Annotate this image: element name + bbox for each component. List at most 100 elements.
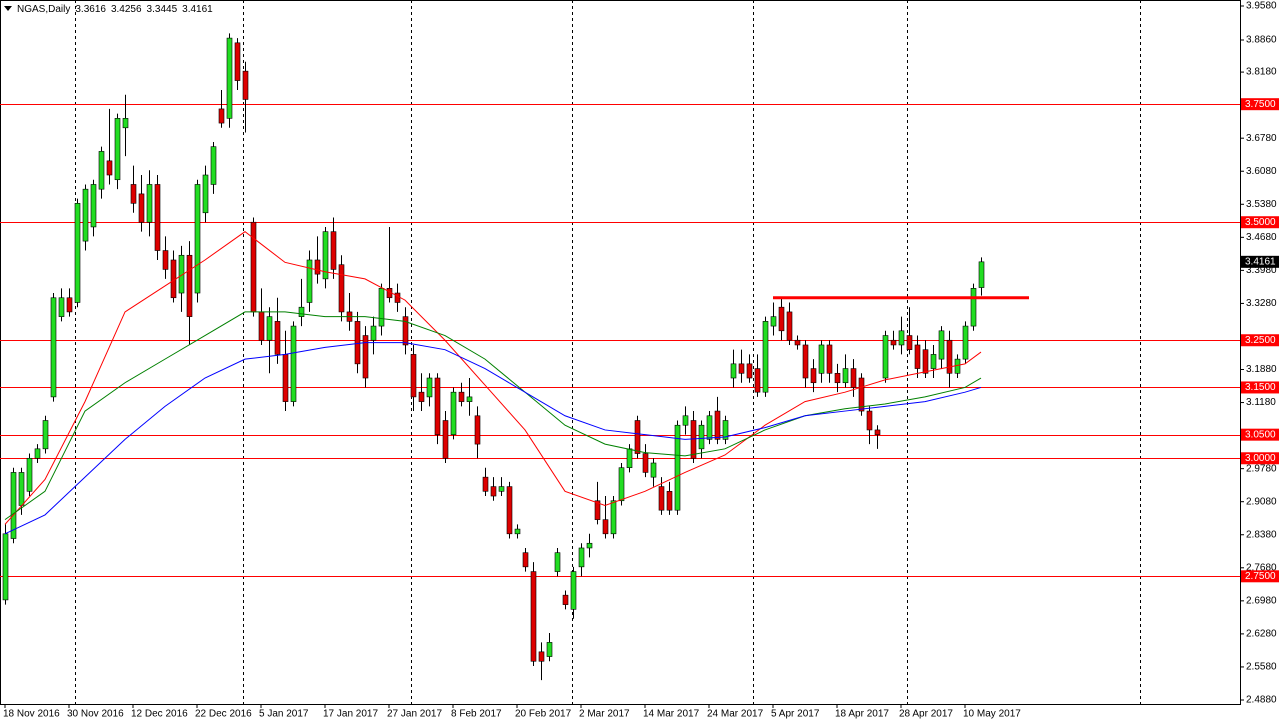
candle-body xyxy=(938,330,945,360)
candle-body xyxy=(106,160,113,176)
candle-body xyxy=(162,250,169,270)
candle-body xyxy=(770,316,777,327)
candle-body xyxy=(834,372,841,384)
candle-body xyxy=(218,108,225,124)
y-tick-label: 3.3280 xyxy=(1246,298,1277,309)
chart-header: NGAS,Daily 3.3616 3.4256 3.3445 3.4161 xyxy=(17,4,213,15)
level-label: 3.7500 xyxy=(1245,99,1276,110)
candle-body xyxy=(234,42,241,81)
x-tick-label: 20 Feb 2017 xyxy=(515,709,572,720)
candle-body xyxy=(90,184,97,228)
candle-body xyxy=(330,231,337,270)
x-tick-label: 18 Apr 2017 xyxy=(835,709,889,720)
level-label-box xyxy=(1241,428,1279,441)
candle-body xyxy=(922,349,929,374)
candle-body xyxy=(642,453,649,473)
candle-body xyxy=(698,424,705,450)
candle-body xyxy=(466,396,473,402)
candle-body xyxy=(306,259,313,303)
y-tick-label: 2.4880 xyxy=(1246,695,1277,706)
level-label-box xyxy=(1241,334,1279,347)
price-label-box xyxy=(1241,255,1279,268)
y-tick-label: 3.8180 xyxy=(1246,67,1277,78)
candle-body xyxy=(202,174,209,214)
y-tick-label: 3.6780 xyxy=(1246,133,1277,144)
x-tick-label: 27 Jan 2017 xyxy=(387,709,442,720)
candle-body xyxy=(354,321,361,365)
candle-body xyxy=(706,415,713,440)
candle-body xyxy=(226,37,233,119)
candle-body xyxy=(370,325,377,341)
candle-body xyxy=(898,330,905,346)
candle-body xyxy=(18,472,25,506)
candle-body xyxy=(26,457,33,492)
y-tick-label: 2.6980 xyxy=(1246,595,1277,606)
candle-body xyxy=(650,462,657,478)
candle-body xyxy=(618,467,625,502)
chart-title: NGAS,Daily xyxy=(17,4,70,15)
y-tick-label: 2.9780 xyxy=(1246,463,1277,474)
candle-body xyxy=(722,420,729,440)
candle-body xyxy=(562,594,569,605)
candle-body xyxy=(682,415,689,426)
candle-body xyxy=(906,335,913,350)
candle-body xyxy=(186,254,193,317)
candle-body xyxy=(538,651,545,662)
level-label: 3.0500 xyxy=(1245,429,1276,440)
candle-body xyxy=(58,297,65,317)
candle-body xyxy=(298,306,305,317)
moving-average xyxy=(4,342,982,535)
candle-body xyxy=(266,316,273,341)
candle-body xyxy=(258,311,265,341)
candle-body xyxy=(98,151,105,190)
candle-body xyxy=(194,184,201,294)
candle-body xyxy=(2,533,9,601)
x-tick-label: 5 Apr 2017 xyxy=(771,709,820,720)
header-close: 3.4161 xyxy=(182,4,213,15)
candle-body xyxy=(378,288,385,327)
candle-body xyxy=(522,552,529,568)
candle-body xyxy=(978,261,985,288)
candle-body xyxy=(730,363,737,379)
candle-body xyxy=(146,184,153,223)
y-tick-label: 3.4680 xyxy=(1246,232,1277,243)
candle-body xyxy=(946,339,953,374)
level-label-box xyxy=(1241,570,1279,583)
candle-body xyxy=(130,184,137,204)
header-high: 3.4256 xyxy=(111,4,142,15)
candle-body xyxy=(818,344,825,374)
candle-body xyxy=(402,316,409,346)
candle-body xyxy=(794,339,801,346)
candle-body xyxy=(634,420,641,454)
level-label: 2.7500 xyxy=(1245,571,1276,582)
candle-body xyxy=(138,193,145,223)
x-tick-label: 18 Nov 2016 xyxy=(3,709,60,720)
y-tick-label: 3.1880 xyxy=(1246,364,1277,375)
candle-body xyxy=(514,528,521,535)
candle-body xyxy=(738,363,745,374)
candle-body xyxy=(850,368,857,388)
candle-body xyxy=(970,288,977,327)
candle-body xyxy=(674,424,681,511)
candle-body xyxy=(410,354,417,398)
candle-body xyxy=(418,391,425,402)
x-tick-label: 10 May 2017 xyxy=(963,709,1021,720)
y-tick-label: 3.8860 xyxy=(1246,35,1277,46)
level-label: 3.5000 xyxy=(1245,217,1276,228)
moving-average xyxy=(4,231,982,525)
candle-body xyxy=(74,203,81,303)
candle-body xyxy=(826,344,833,374)
candle-body xyxy=(658,486,665,511)
candle-body xyxy=(930,354,937,369)
x-tick-label: 5 Jan 2017 xyxy=(259,709,309,720)
candle-body xyxy=(122,118,129,129)
candle-body xyxy=(210,146,217,185)
candle-body xyxy=(362,335,369,379)
y-tick-label: 3.1180 xyxy=(1246,397,1276,408)
candle-body xyxy=(626,448,633,469)
x-tick-label: 14 Mar 2017 xyxy=(643,709,700,720)
candle-body xyxy=(570,571,577,610)
candle-body xyxy=(474,415,481,445)
